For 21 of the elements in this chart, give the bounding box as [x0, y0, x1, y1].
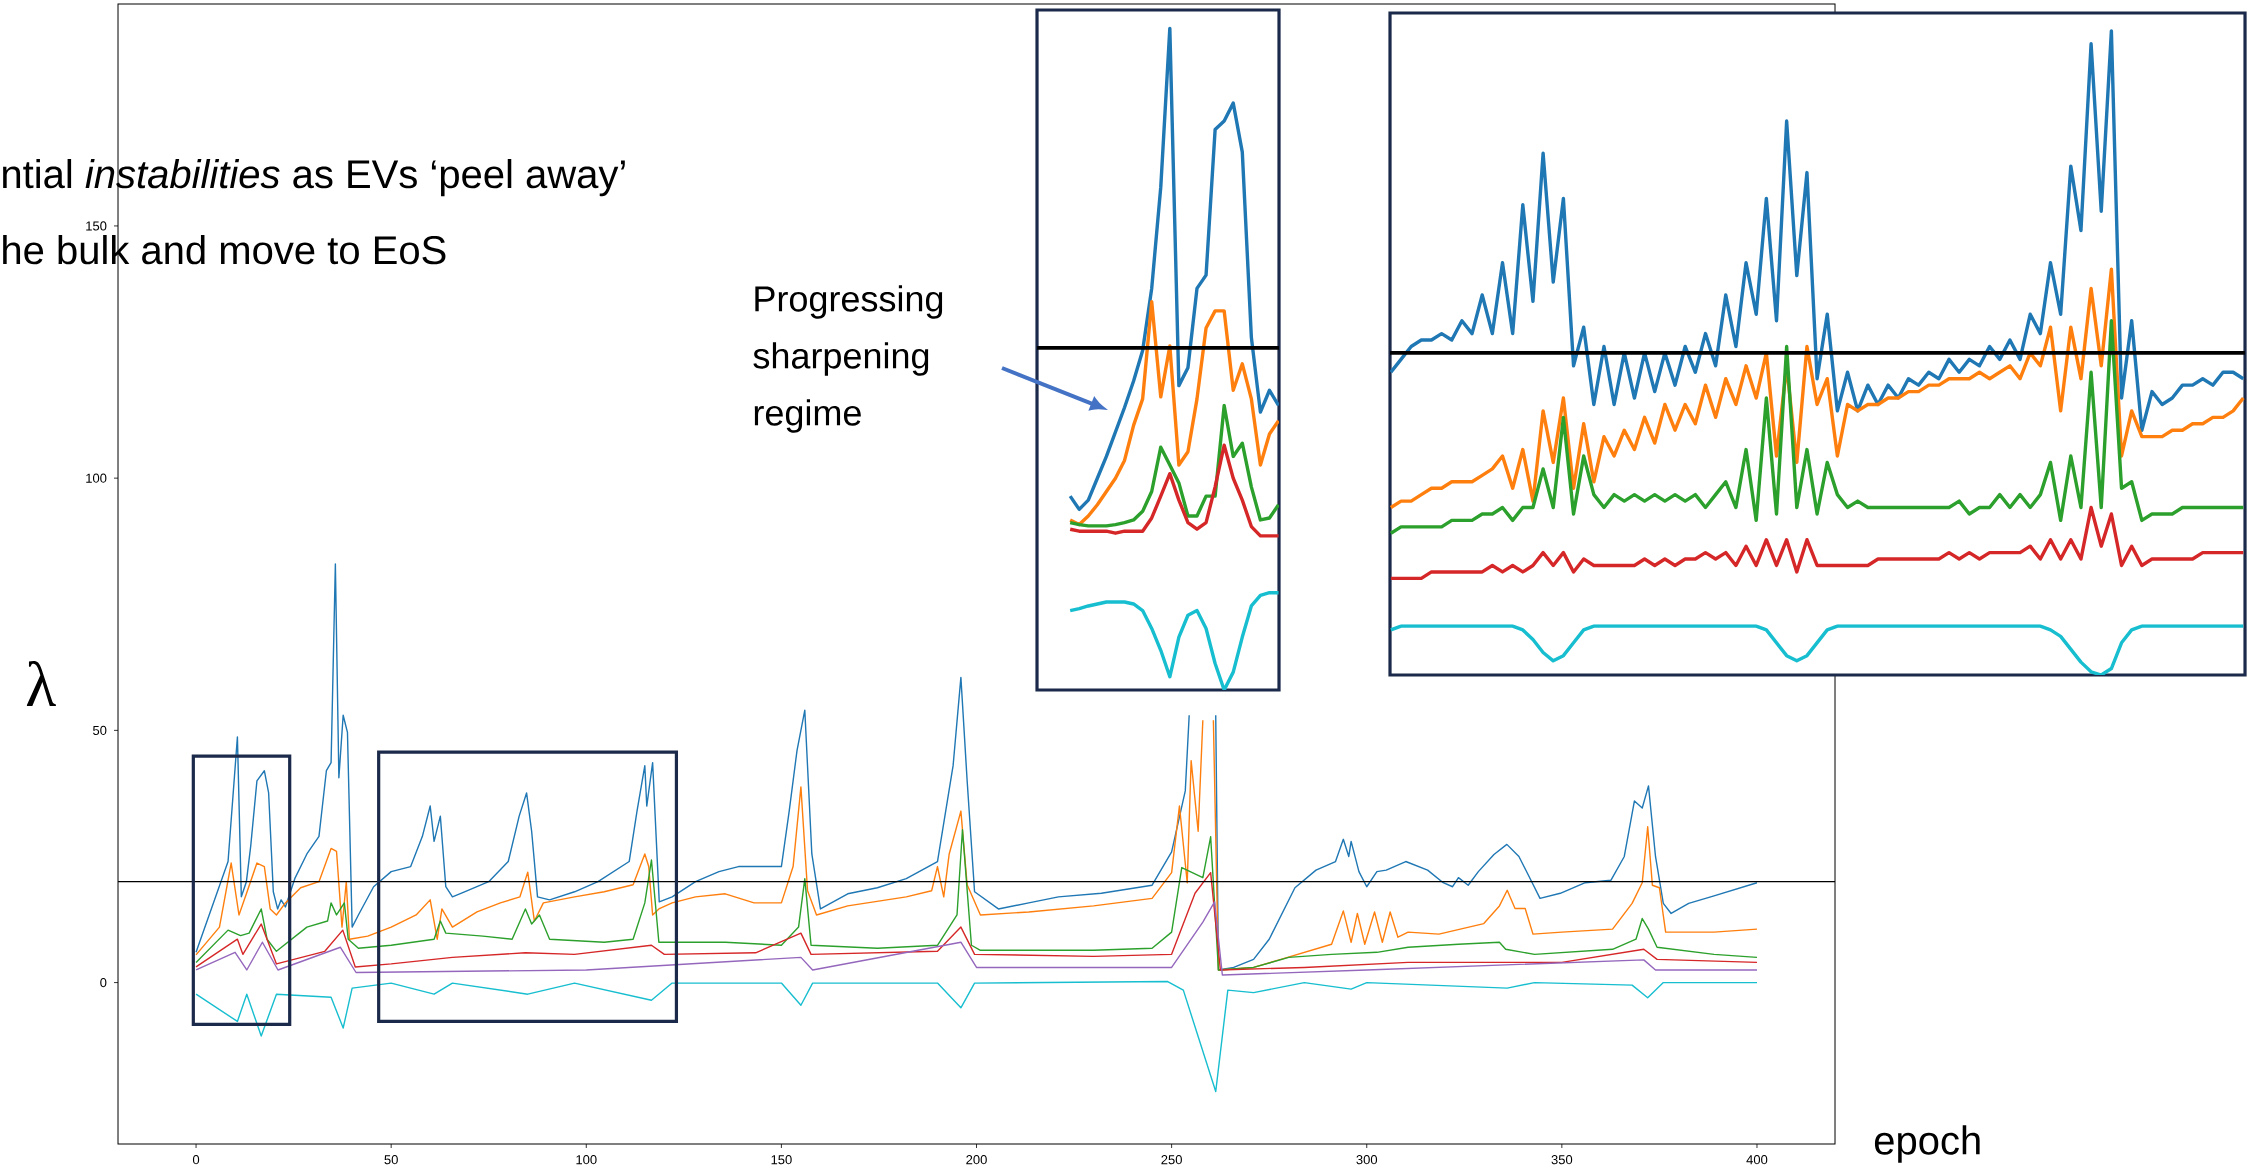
annotation: ntial instabilities as EVs ‘peel away’ — [3, 159, 625, 197]
line-series — [195, 871, 1758, 971]
x-tick-label: 200 — [966, 1155, 987, 1165]
y-tick-label: 100 — [86, 473, 107, 483]
y-tick-label: 0 — [100, 977, 107, 988]
x-tick-label: 400 — [1746, 1155, 1768, 1165]
line-series — [195, 980, 1758, 1093]
x-tick-label: 50 — [384, 1155, 398, 1165]
x-tick-label: 0 — [192, 1155, 200, 1165]
annotation: he bulk and move to EoS — [3, 235, 446, 265]
y-tick-label: 150 — [86, 221, 107, 231]
x-tick-label: 350 — [1551, 1155, 1573, 1165]
x-tick-label: 150 — [771, 1155, 792, 1165]
y-tick-label: 50 — [93, 725, 107, 735]
line-series — [195, 901, 1758, 976]
x-tick-label: 250 — [1161, 1155, 1182, 1165]
x-tick-label: 300 — [1356, 1155, 1378, 1165]
y-axis-title: λ — [26, 660, 56, 706]
x-axis-title: epoch — [1874, 1125, 1980, 1163]
annotation: Progressing sharpening regime — [753, 285, 943, 433]
x-tick-label: 100 — [576, 1155, 597, 1165]
